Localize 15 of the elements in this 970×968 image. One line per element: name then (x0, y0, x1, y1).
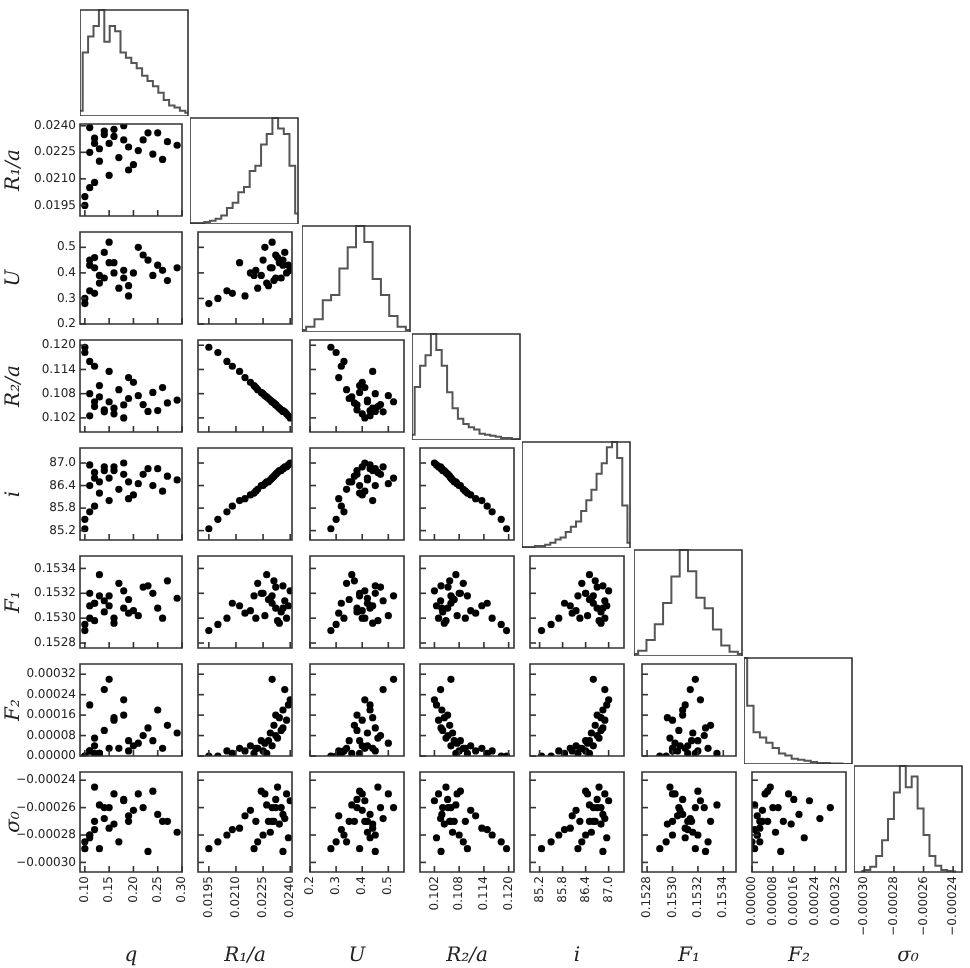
x-axis-title: σ₀ (897, 945, 920, 968)
y-axis-title: R₂/a (3, 365, 26, 409)
x-axis-title: R₁/a (222, 945, 267, 968)
y-axis-title: R₁/a (3, 149, 26, 193)
y-axis-title: σ₀ (3, 811, 26, 833)
x-axis-title: i (574, 945, 581, 968)
x-axis-title: q (124, 945, 138, 968)
y-axis-title: F₂ (3, 699, 26, 723)
x-axis-title: R₂/a (443, 945, 488, 968)
x-axis-title: F₁ (675, 945, 699, 968)
x-axis-title: U (347, 945, 366, 968)
y-axis-title: F₁ (3, 591, 26, 615)
x-axis-title: F₂ (785, 945, 810, 968)
y-axis-title: i (3, 490, 26, 498)
y-axis-title: U (3, 268, 26, 287)
